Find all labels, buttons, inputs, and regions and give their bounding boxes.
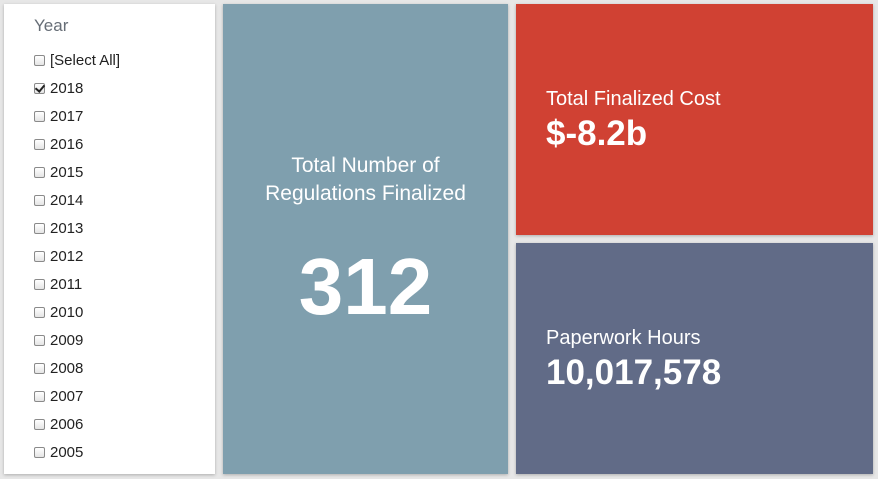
finalized-cost-value: $-8.2b (546, 114, 648, 153)
regulations-finalized-value: 312 (298, 242, 433, 331)
year-option-label: 2009 (50, 331, 84, 349)
year-option[interactable]: [Select All] (34, 46, 120, 74)
year-option[interactable]: 2013 (34, 214, 120, 242)
year-option[interactable]: 2006 (34, 410, 120, 438)
checkbox-unchecked-icon[interactable] (34, 390, 45, 402)
checkbox-unchecked-icon[interactable] (34, 110, 45, 122)
year-option[interactable]: 2008 (34, 354, 120, 382)
year-option[interactable]: 2015 (34, 158, 120, 186)
finalized-cost-tile: Total Finalized Cost $-8.2b (516, 4, 873, 235)
paperwork-hours-label: Paperwork Hours (546, 327, 701, 349)
year-option-label: 2007 (50, 387, 84, 405)
year-option-label: 2017 (50, 107, 84, 125)
checkbox-unchecked-icon[interactable] (34, 418, 45, 430)
year-option[interactable]: 2005 (34, 438, 120, 466)
year-option[interactable]: 2014 (34, 186, 120, 214)
checkbox-unchecked-icon[interactable] (34, 334, 45, 346)
year-option[interactable]: 2011 (34, 270, 120, 298)
checkbox-unchecked-icon[interactable] (34, 278, 45, 290)
finalized-cost-label: Total Finalized Cost (546, 88, 721, 110)
year-option[interactable]: 2018 (34, 74, 120, 102)
year-option[interactable]: 2009 (34, 326, 120, 354)
regulations-finalized-tile: Total Number of Regulations Finalized 31… (223, 4, 508, 474)
year-option-label: 2008 (50, 359, 84, 377)
year-option-label: 2006 (50, 415, 84, 433)
year-option-label: 2013 (50, 219, 84, 237)
year-option-label: 2018 (50, 79, 84, 97)
paperwork-hours-value: 10,017,578 (546, 353, 722, 392)
checkbox-unchecked-icon[interactable] (34, 306, 45, 318)
year-checkbox-list: [Select All] 2018 2017 2016 2015 2014 2013 2012… (34, 46, 120, 466)
checkbox-unchecked-icon[interactable] (34, 138, 45, 150)
checkbox-checked-icon[interactable] (34, 82, 45, 94)
year-filter-title: Year (34, 16, 69, 35)
year-option[interactable]: 2007 (34, 382, 120, 410)
year-option-label: 2014 (50, 191, 84, 209)
checkbox-unchecked-icon[interactable] (34, 250, 45, 262)
year-option-label: 2016 (50, 135, 84, 153)
year-option-label: 2011 (50, 275, 83, 293)
year-option[interactable]: 2016 (34, 130, 120, 158)
year-option-label: 2005 (50, 443, 84, 461)
year-option[interactable]: 2017 (34, 102, 120, 130)
checkbox-unchecked-icon[interactable] (34, 446, 45, 458)
checkbox-unchecked-icon[interactable] (34, 54, 45, 66)
regulations-finalized-label: Total Number of Regulations Finalized (265, 154, 466, 205)
paperwork-hours-tile: Paperwork Hours 10,017,578 (516, 243, 873, 474)
year-option[interactable]: 2012 (34, 242, 120, 270)
year-option-label: 2012 (50, 247, 84, 265)
year-option[interactable]: 2010 (34, 298, 120, 326)
checkbox-unchecked-icon[interactable] (34, 362, 45, 374)
year-option-label: 2010 (50, 303, 84, 321)
year-filter-panel: Year [Select All] 2018 2017 2016 2015 2014 201… (4, 4, 215, 474)
year-option-label: [Select All] (50, 51, 121, 69)
checkbox-unchecked-icon[interactable] (34, 222, 45, 234)
year-option-label: 2015 (50, 163, 84, 181)
checkbox-unchecked-icon[interactable] (34, 166, 45, 178)
checkbox-unchecked-icon[interactable] (34, 194, 45, 206)
